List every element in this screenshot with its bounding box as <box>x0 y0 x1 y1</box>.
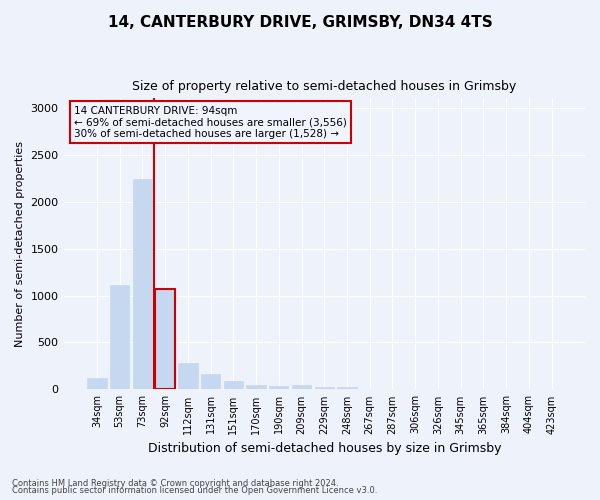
Bar <box>269 386 289 390</box>
Text: 14 CANTERBURY DRIVE: 94sqm
← 69% of semi-detached houses are smaller (3,556)
30%: 14 CANTERBURY DRIVE: 94sqm ← 69% of semi… <box>74 106 347 139</box>
Bar <box>155 289 175 390</box>
Text: Contains HM Land Registry data © Crown copyright and database right 2024.: Contains HM Land Registry data © Crown c… <box>12 478 338 488</box>
Bar <box>247 384 266 390</box>
Title: Size of property relative to semi-detached houses in Grimsby: Size of property relative to semi-detach… <box>132 80 517 93</box>
Text: Contains public sector information licensed under the Open Government Licence v3: Contains public sector information licen… <box>12 486 377 495</box>
Bar <box>110 285 130 390</box>
Bar <box>201 374 220 390</box>
Y-axis label: Number of semi-detached properties: Number of semi-detached properties <box>15 141 25 347</box>
X-axis label: Distribution of semi-detached houses by size in Grimsby: Distribution of semi-detached houses by … <box>148 442 501 455</box>
Bar <box>224 381 243 390</box>
Bar <box>178 362 197 390</box>
Bar <box>133 179 152 390</box>
Bar <box>292 385 311 390</box>
Text: 14, CANTERBURY DRIVE, GRIMSBY, DN34 4TS: 14, CANTERBURY DRIVE, GRIMSBY, DN34 4TS <box>107 15 493 30</box>
Bar <box>87 378 107 390</box>
Bar <box>337 387 356 390</box>
Bar <box>314 386 334 390</box>
